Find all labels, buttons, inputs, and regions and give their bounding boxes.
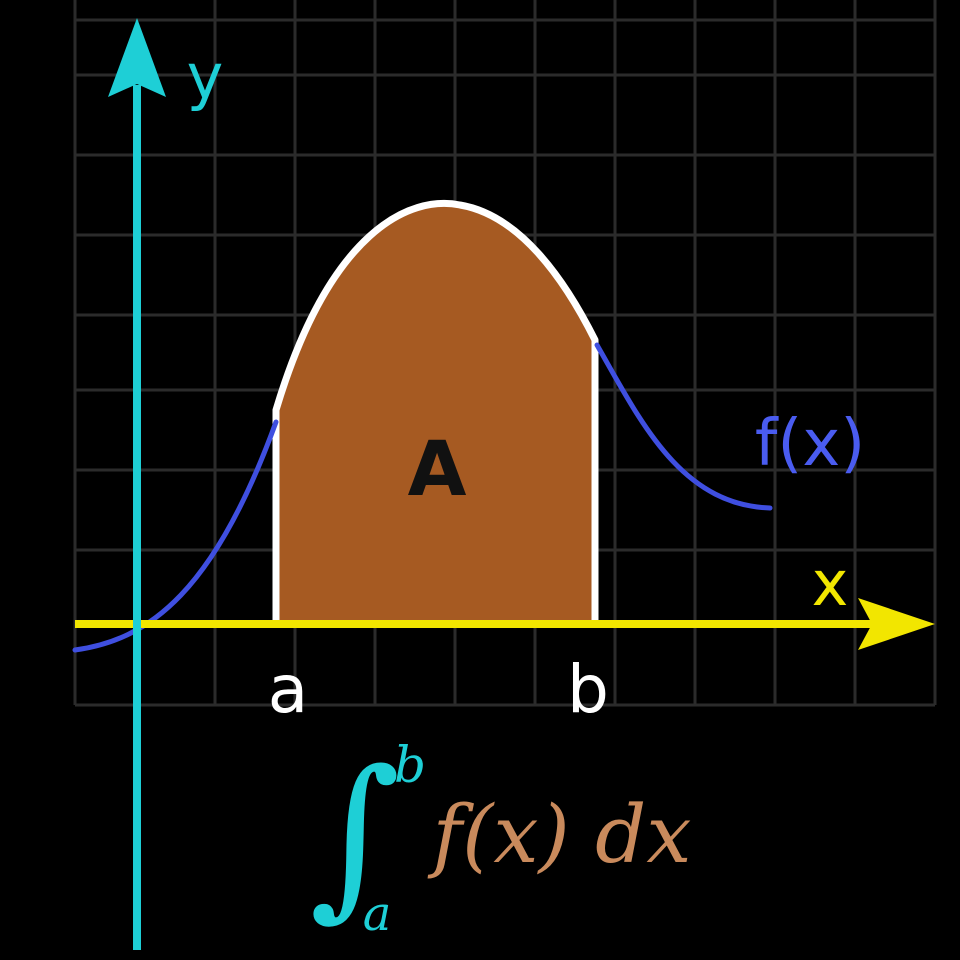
area-region — [272, 199, 599, 628]
integrand: f(x) dx — [428, 788, 692, 881]
upper-bound-label: b — [567, 651, 609, 728]
curve-right — [594, 342, 773, 511]
lower-bound-label: a — [268, 651, 308, 728]
area-label: A — [408, 424, 467, 513]
x-axis-label: x — [812, 547, 849, 620]
integral-sign: ∫ — [309, 734, 400, 937]
integral-lower-limit: a — [363, 886, 392, 942]
integral-upper-limit: b — [394, 736, 426, 794]
y-axis-arrowhead — [108, 18, 166, 97]
curve-left — [72, 419, 279, 653]
y-axis-label: y — [187, 40, 224, 113]
curve-label: f(x) — [755, 407, 865, 481]
x-axis-arrowhead — [858, 598, 935, 650]
